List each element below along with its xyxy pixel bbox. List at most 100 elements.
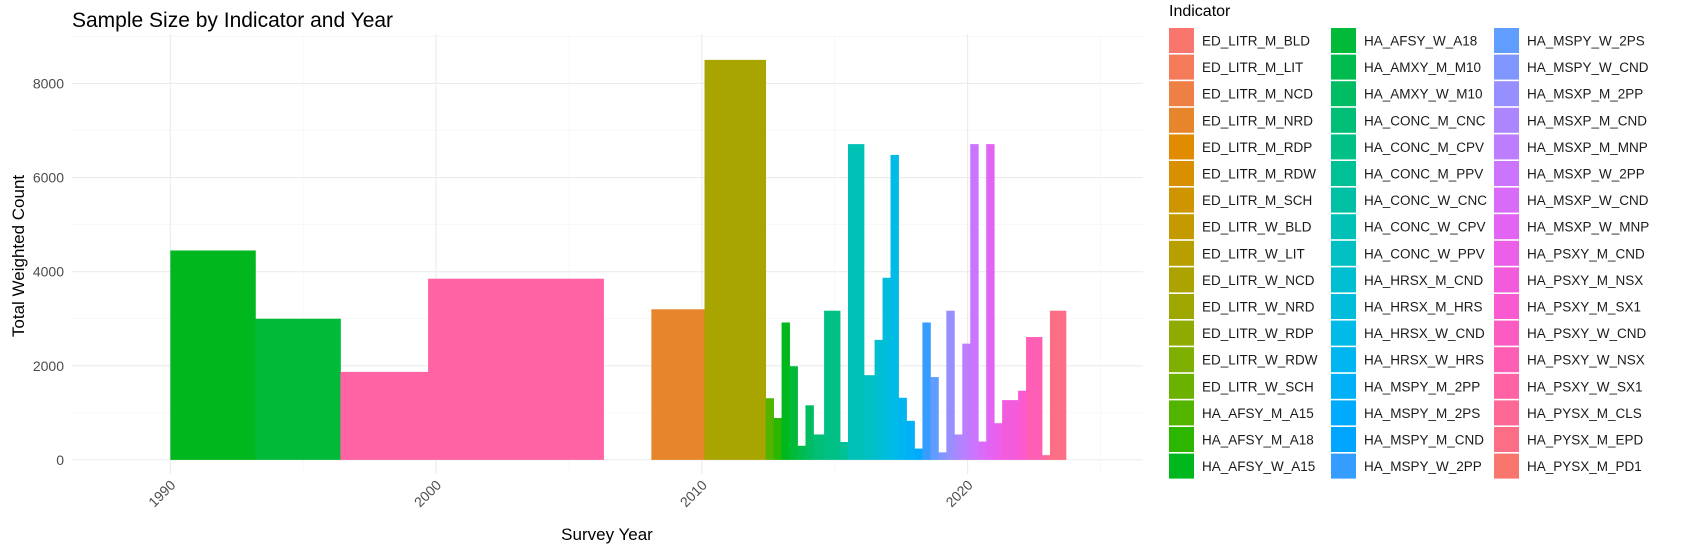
legend-item: ED_LITR_M_BLD — [1169, 28, 1310, 53]
legend-label: HA_HRSX_W_HRS — [1364, 353, 1484, 368]
legend: ED_LITR_M_BLD ED_LITR_M_LIT ED_LITR_M_NCD E… — [1169, 28, 1649, 479]
legend-label: ED_LITR_W_NRD — [1202, 300, 1315, 315]
legend-swatch — [1331, 161, 1356, 186]
legend-label: ED_LITR_W_LIT — [1202, 246, 1305, 261]
y-tick-label: 0 — [56, 452, 64, 468]
legend-swatch — [1494, 267, 1519, 293]
legend-label: HA_CONC_M_PPV — [1364, 167, 1483, 182]
legend-item: HA_MSPY_M_2PP — [1331, 373, 1480, 399]
legend-item: HA_CONC_M_CNC — [1331, 107, 1486, 133]
legend-item: HA_MSXP_W_MNP — [1494, 214, 1649, 240]
bar — [978, 441, 987, 460]
legend-swatch — [1331, 214, 1356, 240]
legend-item: HA_PYSX_M_EPD — [1494, 427, 1644, 452]
legend-swatch — [1169, 267, 1194, 293]
x-axis-title: Survey Year — [561, 525, 653, 544]
bar — [986, 144, 995, 460]
legend-swatch — [1331, 187, 1356, 213]
legend-item: ED_LITR_W_NCD — [1169, 267, 1315, 293]
legend-label: HA_AFSY_W_A18 — [1364, 34, 1477, 49]
legend-label: HA_PYSX_M_EPD — [1527, 433, 1644, 448]
legend-item: HA_MSPY_W_2PS — [1494, 28, 1645, 53]
legend-item: ED_LITR_M_RDP — [1169, 134, 1312, 160]
legend-item: HA_PSXY_M_SX1 — [1494, 294, 1641, 319]
y-axis-title: Total Weighted Count — [9, 175, 28, 338]
legend-item: HA_AFSY_M_A15 — [1169, 400, 1314, 426]
bar — [930, 377, 939, 460]
legend-label: ED_LITR_M_SCH — [1202, 193, 1312, 208]
bar — [428, 278, 604, 460]
legend-swatch — [1331, 107, 1356, 133]
legend-swatch — [1169, 373, 1194, 399]
legend-item: HA_MSPY_M_2PS — [1331, 400, 1480, 426]
legend-swatch — [1169, 187, 1194, 213]
legend-swatch — [1494, 427, 1519, 452]
legend-label: HA_AMXY_M_M10 — [1364, 60, 1481, 75]
legend-swatch — [1494, 347, 1519, 373]
legend-item: ED_LITR_M_LIT — [1169, 54, 1303, 80]
legend-item: HA_PSXY_W_NSX — [1494, 347, 1645, 373]
legend-label: ED_LITR_M_LIT — [1202, 60, 1303, 75]
bar — [1002, 400, 1019, 460]
x-axis-ticks: 1990 2000 2010 2020 — [145, 477, 976, 510]
legend-label: HA_MSXP_M_CND — [1527, 113, 1647, 128]
legend-label: HA_AFSY_M_A15 — [1202, 406, 1314, 421]
bar — [840, 442, 849, 460]
legend-item: HA_CONC_W_CPV — [1331, 214, 1486, 240]
bar — [789, 366, 798, 460]
legend-item: HA_PSXY_W_SX1 — [1494, 373, 1643, 399]
legend-label: ED_LITR_W_BLD — [1202, 220, 1312, 235]
legend-item: HA_CONC_M_CPV — [1331, 134, 1484, 160]
legend-item: HA_AMXY_M_M10 — [1331, 54, 1481, 80]
legend-label: HA_MSPY_W_2PS — [1527, 34, 1645, 49]
legend-item: ED_LITR_W_RDP — [1169, 320, 1314, 346]
bar — [898, 397, 907, 460]
bar — [813, 434, 825, 460]
legend-swatch — [1169, 107, 1194, 133]
legend-swatch — [1331, 81, 1356, 107]
legend-swatch — [1331, 400, 1356, 426]
bar — [824, 310, 841, 460]
legend-swatch — [1169, 240, 1194, 266]
legend-item: HA_MSPY_W_2PP — [1331, 453, 1482, 479]
legend-swatch — [1494, 81, 1519, 107]
legend-label: HA_MSPY_M_2PS — [1364, 406, 1480, 421]
legend-swatch — [1494, 54, 1519, 80]
bar — [848, 144, 865, 460]
bar — [170, 250, 256, 460]
legend-item: HA_PSXY_M_CND — [1494, 240, 1645, 266]
legend-item: HA_MSXP_M_2PP — [1494, 81, 1643, 107]
legend-swatch — [1494, 187, 1519, 213]
legend-item: HA_HRSX_W_CND — [1331, 320, 1485, 346]
legend-item: HA_PSXY_W_CND — [1494, 320, 1647, 346]
legend-item: ED_LITR_W_NRD — [1169, 294, 1315, 319]
x-tick-label: 2000 — [411, 477, 444, 510]
legend-swatch — [1169, 400, 1194, 426]
legend-label: ED_LITR_W_RDW — [1202, 353, 1318, 368]
legend-label: HA_PSXY_M_NSX — [1527, 273, 1643, 288]
legend-swatch — [1331, 320, 1356, 346]
legend-item: HA_HRSX_W_HRS — [1331, 347, 1484, 373]
legend-label: ED_LITR_W_NCD — [1202, 273, 1315, 288]
bar — [994, 423, 1003, 460]
bar — [1049, 310, 1067, 460]
legend-swatch — [1494, 320, 1519, 346]
bar — [914, 448, 923, 460]
legend-swatch — [1331, 134, 1356, 160]
bar — [890, 154, 899, 460]
legend-swatch — [1494, 107, 1519, 133]
legend-swatch — [1169, 81, 1194, 107]
legend-swatch — [1331, 267, 1356, 293]
y-tick-label: 6000 — [33, 170, 64, 186]
legend-label: HA_AMXY_W_M10 — [1364, 87, 1483, 102]
legend-item: HA_MSXP_W_CND — [1494, 187, 1649, 213]
legend-item: HA_AFSY_W_A18 — [1331, 28, 1477, 53]
legend-swatch — [1169, 427, 1194, 452]
legend-item: HA_CONC_M_PPV — [1331, 161, 1483, 186]
legend-item: HA_MSXP_W_2PP — [1494, 161, 1645, 186]
legend-label: HA_CONC_W_CPV — [1364, 220, 1486, 235]
legend-item: HA_PYSX_M_PD1 — [1494, 453, 1642, 479]
legend-item: HA_HRSX_M_HRS — [1331, 294, 1483, 319]
x-tick-label: 2020 — [942, 477, 975, 510]
